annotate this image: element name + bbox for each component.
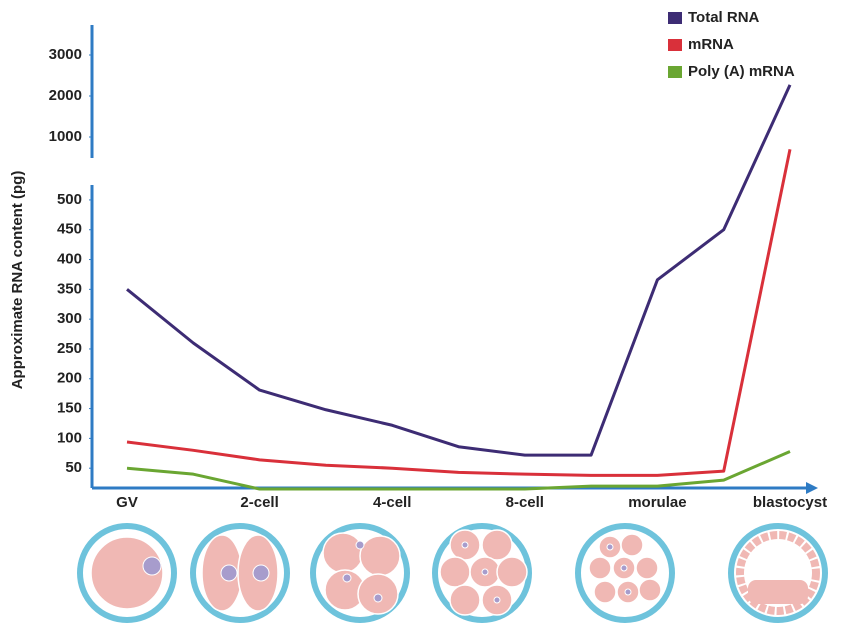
x-tick-label: blastocyst — [753, 494, 827, 511]
legend-swatch — [668, 12, 682, 24]
legend-label: Total RNA — [688, 9, 760, 26]
x-tick-label: GV — [116, 494, 138, 511]
y-tick-label: 400 — [57, 251, 82, 268]
y-tick-label: 200 — [57, 370, 82, 387]
y-tick-label: 50 — [65, 459, 82, 476]
x-axis-arrow — [806, 482, 818, 494]
y-tick-label: 100 — [57, 429, 82, 446]
line — [127, 85, 790, 455]
y-tick-label: 450 — [57, 221, 82, 238]
legend-swatch — [668, 39, 682, 51]
legend-label: Poly (A) mRNA — [688, 63, 795, 80]
y-tick-label: 250 — [57, 340, 82, 357]
y-tick-label: 500 — [57, 191, 82, 208]
embryo-illustrations — [80, 526, 825, 620]
x-tick-label: 4-cell — [373, 494, 411, 511]
x-tick-label: 8-cell — [506, 494, 544, 511]
line — [127, 149, 790, 475]
y-tick-label: 2000 — [49, 87, 82, 104]
line — [127, 452, 790, 490]
x-tick-label: 2-cell — [240, 494, 278, 511]
x-tick-label: morulae — [628, 494, 686, 511]
y-axis-label: Approximate RNA content (pg) — [9, 171, 26, 390]
y-tick-label: 1000 — [49, 128, 82, 145]
y-tick-label: 300 — [57, 310, 82, 327]
legend-swatch — [668, 66, 682, 78]
legend-label: mRNA — [688, 36, 734, 53]
y-tick-label: 350 — [57, 280, 82, 297]
y-tick-label: 3000 — [49, 46, 82, 63]
chart: Approximate RNA content (pg) 50 100 150 200… — [0, 0, 847, 630]
y-tick-label: 150 — [57, 400, 82, 417]
